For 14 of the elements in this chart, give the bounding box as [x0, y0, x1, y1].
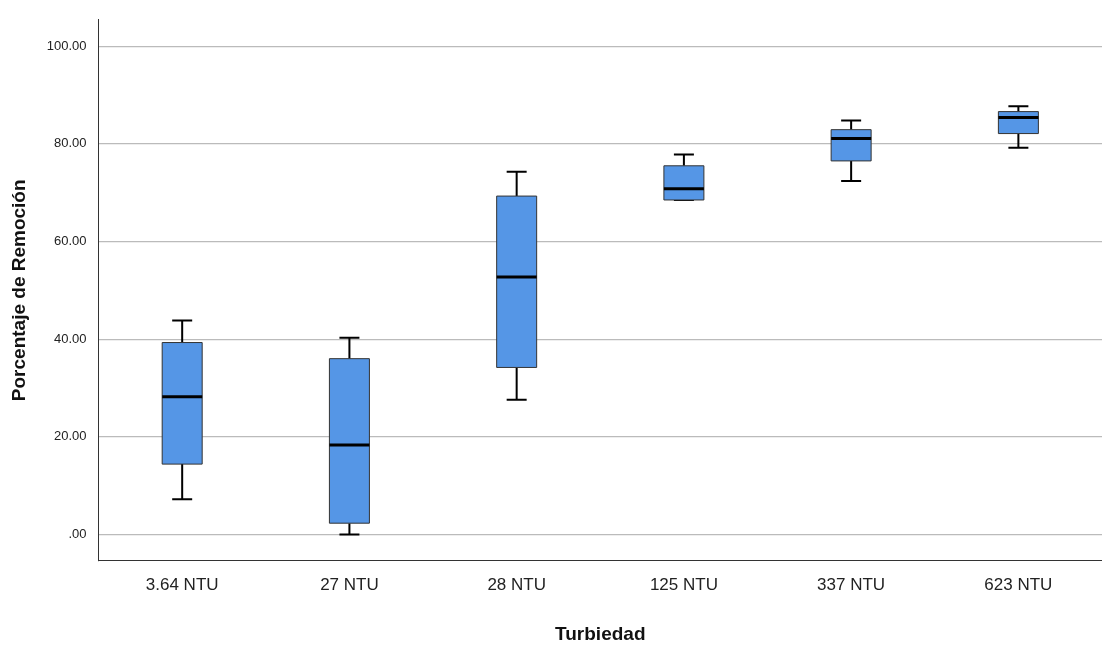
x-tick-label: 125 NTU [649, 574, 718, 594]
y-tick-label: 40.00 [54, 330, 87, 346]
x-tick-label: 623 NTU [984, 574, 1053, 594]
y-tick-label: 100.00 [46, 37, 87, 53]
y-tick-label: 80.00 [54, 135, 87, 151]
x-tick-label: 337 NTU [817, 574, 886, 594]
y-axis-title: Porcentaje de Remoción [7, 179, 29, 402]
y-tick-label: .00 [68, 526, 87, 542]
x-tick-label: 27 NTU [320, 574, 379, 594]
x-tick-label: 3.64 NTU [145, 574, 219, 594]
x-axis-title: Turbiedad [555, 622, 646, 644]
x-tick-label: 28 NTU [487, 574, 546, 594]
y-tick-label: 20.00 [54, 428, 87, 444]
y-tick-label: 60.00 [54, 233, 87, 249]
